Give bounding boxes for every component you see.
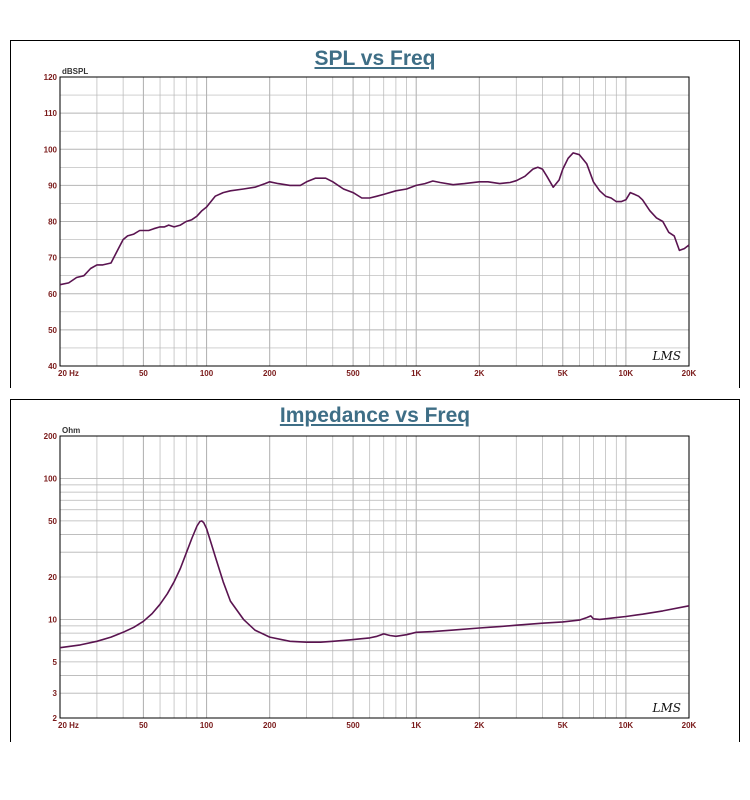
x-tick-label: 20K: [682, 721, 697, 730]
x-tick-label: 20K: [682, 369, 697, 378]
x-tick-label: 20 Hz: [58, 721, 79, 730]
x-tick-label: 100: [200, 369, 214, 378]
x-tick-label: 5K: [558, 721, 568, 730]
x-tick-label: 10K: [619, 369, 634, 378]
y-tick-label: 50: [48, 326, 57, 335]
x-tick-label: 200: [263, 369, 277, 378]
y-axis-label: Ohm: [62, 426, 80, 435]
x-tick-label: 100: [200, 721, 214, 730]
series-line: [59, 152, 690, 286]
y-tick-label: 120: [44, 73, 58, 82]
y-tick-label: 80: [48, 218, 57, 227]
y-tick-label: 100: [44, 145, 58, 154]
y-tick-label: 200: [44, 432, 58, 441]
y-tick-label: 70: [48, 254, 57, 263]
x-tick-label: 2K: [474, 721, 484, 730]
spl-chart-panel: SPL vs Freq 120 110 100 90 80 70 60 50 40 20 Hz 50…: [10, 40, 740, 388]
impedance-chart-plot: 200 100 50 20 10 5 3 220 Hz 50 100 200 500 1K 2K 5K 10K…: [44, 426, 697, 730]
y-tick-label: 5: [53, 658, 58, 667]
x-tick-label: 500: [346, 369, 360, 378]
chart-title: SPL vs Freq: [314, 47, 436, 70]
y-tick-label: 60: [48, 290, 57, 299]
y-tick-label: 3: [53, 689, 58, 698]
series-line: [59, 520, 690, 649]
x-tick-label: 200: [263, 721, 277, 730]
y-tick-label: 10: [48, 615, 57, 624]
y-tick-label: 40: [48, 362, 57, 371]
x-tick-label: 5K: [558, 369, 568, 378]
plot-frame: [59, 76, 690, 367]
chart-title: Impedance vs Freq: [279, 404, 471, 427]
y-tick-label: 90: [48, 181, 57, 190]
y-tick-label: 110: [44, 109, 57, 118]
y-tick-label: 50: [48, 517, 57, 526]
y-tick-label: 20: [48, 573, 57, 582]
brand-logo: LMS: [652, 701, 681, 715]
brand-logo: LMS: [652, 349, 681, 363]
x-tick-label: 1K: [411, 369, 421, 378]
y-tick-label: 100: [44, 474, 58, 483]
x-tick-label: 20 Hz: [58, 369, 79, 378]
x-tick-label: 50: [139, 369, 148, 378]
y-axis-label: dBSPL: [62, 67, 88, 76]
x-tick-label: 500: [346, 721, 360, 730]
x-tick-label: 1K: [411, 721, 421, 730]
y-grid: [60, 435, 689, 719]
plot-frame: [59, 435, 690, 719]
impedance-chart-panel: Impedance vs Freq 200 100 50 20 10 5 3 2 20 Hz 50…: [10, 399, 740, 742]
x-tick-label: 10K: [619, 721, 634, 730]
y-grid: [60, 76, 689, 367]
x-tick-label: 50: [139, 721, 148, 730]
x-tick-label: 2K: [474, 369, 484, 378]
y-tick-label: 2: [53, 714, 58, 723]
